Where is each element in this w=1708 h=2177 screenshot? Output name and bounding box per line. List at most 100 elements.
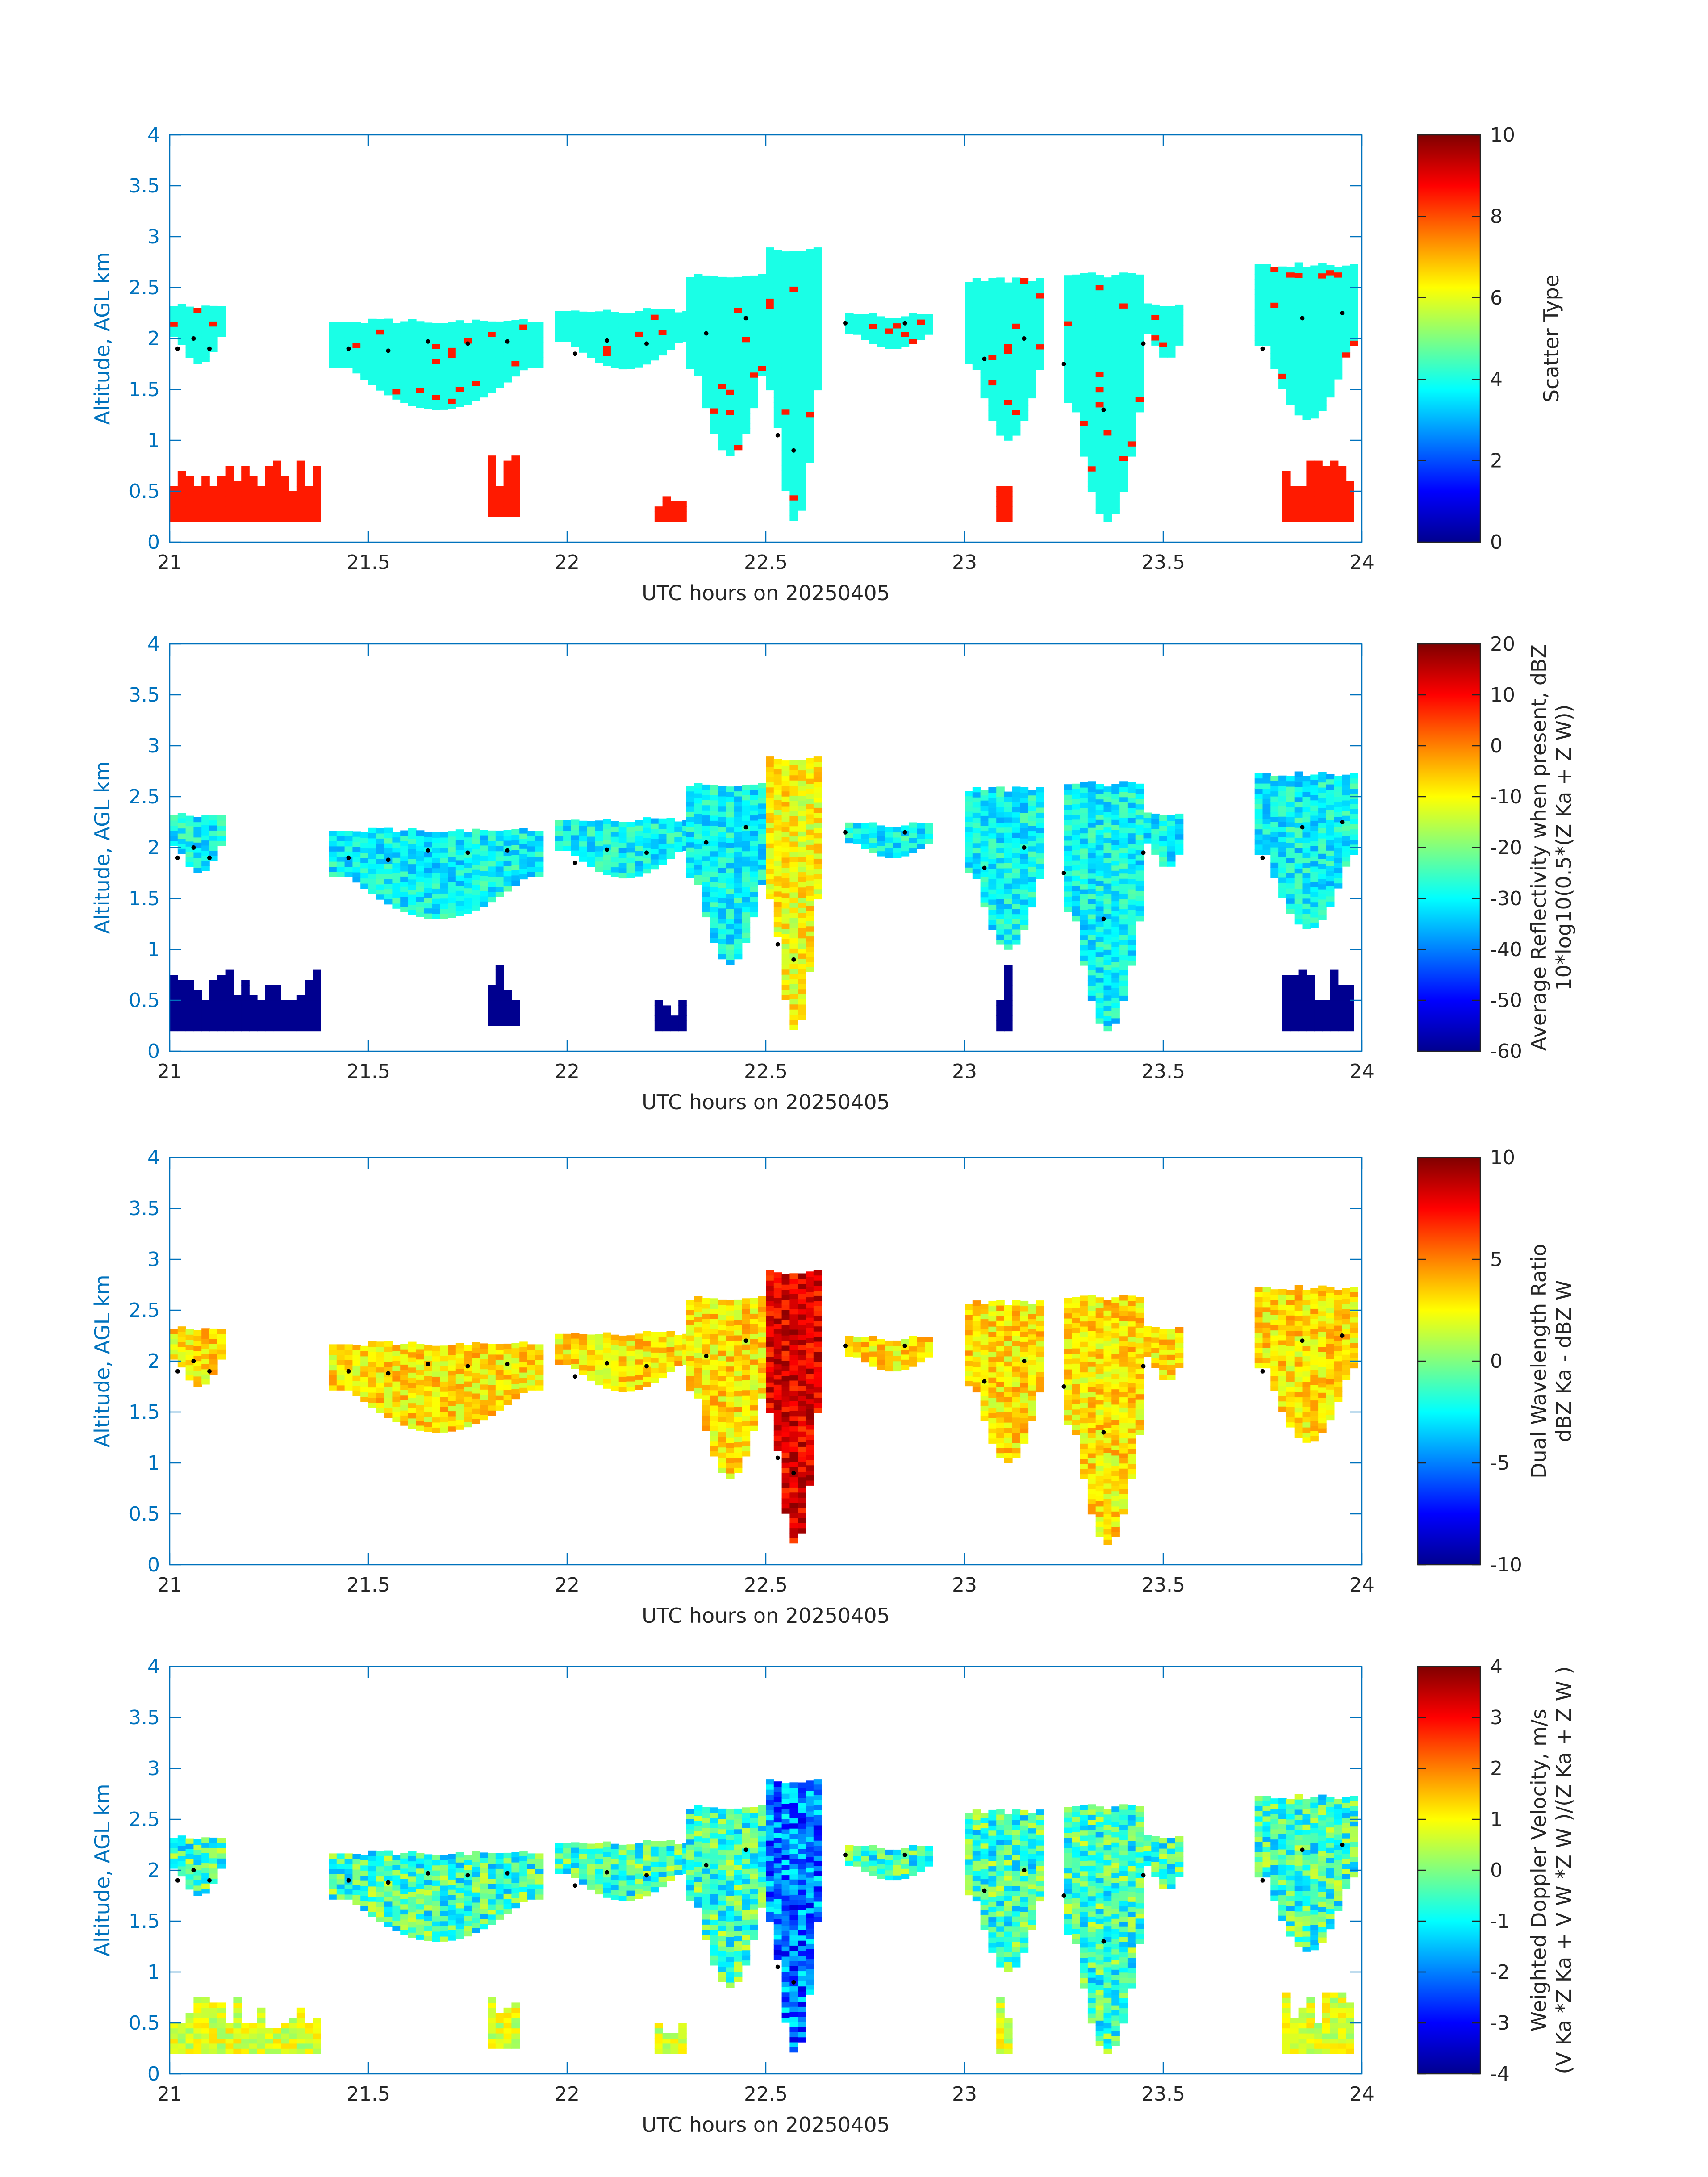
data-cell bbox=[650, 334, 659, 340]
data-cell bbox=[273, 1000, 281, 1006]
data-cell bbox=[972, 802, 981, 808]
data-cell bbox=[789, 811, 798, 816]
data-cell bbox=[281, 496, 289, 502]
data-cell bbox=[416, 907, 425, 912]
data-cell bbox=[781, 328, 790, 334]
data-cell bbox=[766, 267, 774, 273]
data-cell bbox=[618, 868, 627, 873]
data-cell bbox=[996, 384, 1005, 390]
data-cell bbox=[626, 847, 635, 853]
data-cell bbox=[972, 318, 981, 324]
data-cell bbox=[1278, 373, 1287, 379]
data-cell bbox=[440, 399, 448, 405]
data-cell bbox=[408, 319, 417, 325]
data-cell bbox=[455, 865, 464, 871]
data-cell bbox=[1080, 344, 1088, 350]
data-cell bbox=[1080, 309, 1088, 314]
data-cell bbox=[1036, 812, 1044, 818]
data-cell bbox=[464, 877, 472, 883]
data-cell bbox=[1310, 377, 1319, 383]
colorbar-tick-label: 8 bbox=[1490, 205, 1503, 228]
data-cell bbox=[1111, 489, 1120, 494]
data-cell bbox=[595, 831, 603, 836]
data-cell bbox=[702, 805, 711, 811]
data-cell bbox=[448, 378, 456, 384]
data-cell bbox=[686, 358, 695, 364]
data-cell bbox=[1111, 275, 1120, 280]
data-cell bbox=[511, 839, 520, 845]
colorbar-tick-label: 4 bbox=[1490, 368, 1503, 391]
data-cell bbox=[571, 840, 580, 846]
data-cell bbox=[193, 847, 202, 853]
data-cell bbox=[766, 293, 774, 299]
data-cell bbox=[789, 474, 798, 481]
data-cell bbox=[488, 897, 496, 903]
data-cell bbox=[626, 832, 635, 838]
data-cell bbox=[440, 404, 448, 410]
data-cell bbox=[1080, 380, 1088, 385]
data-cell bbox=[1119, 843, 1128, 848]
data-cell bbox=[603, 819, 611, 824]
data-cell bbox=[798, 821, 806, 827]
data-cell bbox=[1254, 320, 1263, 326]
data-cell bbox=[1302, 817, 1311, 823]
data-cell bbox=[519, 853, 528, 859]
data-cell bbox=[1028, 362, 1036, 368]
data-cell bbox=[798, 297, 806, 302]
data-cell bbox=[798, 912, 806, 918]
data-cell bbox=[710, 825, 718, 831]
data-cell bbox=[1135, 371, 1144, 377]
data-cell bbox=[352, 846, 361, 852]
data-cell bbox=[750, 275, 758, 281]
data-cell bbox=[1020, 278, 1029, 284]
data-cell bbox=[1298, 491, 1307, 497]
data-cell bbox=[734, 394, 743, 400]
data-cell bbox=[773, 351, 782, 357]
data-cell bbox=[1302, 399, 1311, 405]
data-cell bbox=[1318, 298, 1327, 304]
data-cell bbox=[965, 297, 973, 303]
data-cell bbox=[511, 325, 520, 331]
echo-top-dot bbox=[605, 338, 609, 343]
data-cell bbox=[742, 902, 751, 907]
data-cell bbox=[1143, 313, 1152, 319]
data-cell bbox=[1135, 366, 1144, 372]
data-cell bbox=[1298, 511, 1307, 517]
data-cell bbox=[1270, 302, 1279, 308]
data-cell bbox=[1119, 914, 1128, 919]
data-cell bbox=[1111, 824, 1120, 830]
data-cell bbox=[742, 301, 751, 307]
data-cell bbox=[1103, 806, 1112, 812]
data-cell bbox=[1004, 883, 1013, 889]
data-cell bbox=[563, 830, 572, 836]
data-cell bbox=[710, 897, 718, 903]
data-cell bbox=[742, 408, 751, 414]
data-cell bbox=[329, 831, 337, 836]
data-cell bbox=[225, 1005, 234, 1011]
data-cell bbox=[618, 333, 627, 339]
data-cell bbox=[1310, 907, 1319, 913]
data-cell bbox=[1167, 311, 1176, 317]
data-cell bbox=[635, 331, 643, 337]
data-cell bbox=[193, 832, 202, 838]
data-cell bbox=[742, 846, 751, 852]
data-cell bbox=[495, 1020, 504, 1026]
data-cell bbox=[1346, 506, 1354, 512]
data-cell bbox=[1286, 328, 1295, 334]
data-cell bbox=[503, 850, 512, 856]
data-cell bbox=[1119, 792, 1128, 798]
data-cell bbox=[996, 807, 1005, 813]
data-cell bbox=[710, 408, 718, 414]
data-cell bbox=[694, 874, 703, 880]
data-cell bbox=[1342, 276, 1351, 281]
data-cell bbox=[488, 342, 496, 347]
data-cell bbox=[495, 337, 504, 343]
data-cell bbox=[313, 466, 321, 472]
data-cell bbox=[789, 1024, 798, 1030]
data-cell bbox=[571, 341, 580, 347]
data-cell bbox=[193, 338, 202, 344]
data-cell bbox=[1111, 351, 1120, 357]
data-cell bbox=[448, 322, 456, 328]
data-cell bbox=[789, 892, 798, 898]
data-cell bbox=[1310, 321, 1319, 327]
